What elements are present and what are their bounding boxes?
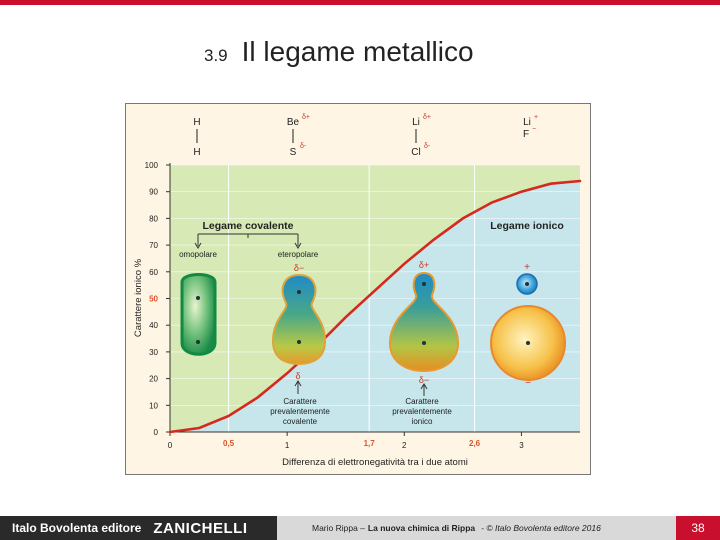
polar-label: eteropolare xyxy=(278,250,319,259)
mostly-covalent-line1: Carattere xyxy=(283,397,317,406)
mostly-covalent-line2: prevalentemente xyxy=(270,407,330,416)
molecule-formulas: H H Be δ+ S δ- Li δ+ Cl δ- Li + F − xyxy=(193,114,538,158)
mostly-covalent-line3: covalente xyxy=(283,417,318,426)
y-tick-label: 90 xyxy=(149,188,158,197)
ionicish-bottom-charge: δ− xyxy=(419,375,429,385)
x-axis-label: Differenza di elettronegatività tra i du… xyxy=(282,457,468,468)
y-tick-label: 40 xyxy=(149,321,158,330)
page-title: Il legame metallico xyxy=(241,36,474,67)
ionicish-top-charge: δ+ xyxy=(419,260,429,270)
footer-book: La nuova chimica di Rippa xyxy=(367,523,476,533)
covalent-bracket xyxy=(197,233,299,246)
footer-credit: Mario Rippa – La nuova chimica di Rippa … xyxy=(312,516,601,540)
axis-labels: Differenza di elettronegatività tra i du… xyxy=(133,258,468,468)
y-tick-label: 30 xyxy=(149,348,158,357)
mostly-ionic-line2: prevalentemente xyxy=(392,407,452,416)
y-tick-label: 80 xyxy=(149,214,158,223)
molecule-s-bottom: S xyxy=(290,147,297,158)
section-number: 3.9 xyxy=(204,46,228,65)
x-tick-label: 1 xyxy=(285,441,290,450)
ionic-top-charge: + xyxy=(524,262,530,273)
molecule-cl-bottom: Cl xyxy=(411,147,420,158)
x-tick-label: 0 xyxy=(168,441,173,450)
molecule-be-charge: δ+ xyxy=(302,114,310,121)
x-tick-highlight: 1,7 xyxy=(364,439,376,448)
footer-copyright: - © Italo Bovolenta editore 2016 xyxy=(481,523,601,533)
covalent-bond-label: Legame covalente xyxy=(202,220,293,232)
y-tick-label: 50 xyxy=(149,295,158,304)
molecule-s-charge: δ- xyxy=(300,143,307,150)
ionic-blob xyxy=(490,273,566,381)
footer-author: Mario Rippa – xyxy=(312,523,365,533)
molecule-be-top: Be xyxy=(287,117,300,128)
polar-bottom-charge: δ xyxy=(295,371,300,381)
molecule-cl-charge: δ- xyxy=(424,143,431,150)
molecule-h-top: H xyxy=(193,117,200,128)
ionic-bottom-charge: − xyxy=(525,378,531,389)
mostly-ionic-line3: ionico xyxy=(412,417,433,426)
ionic-region xyxy=(170,181,580,432)
y-tick-label: 20 xyxy=(149,375,158,384)
y-tick-label: 60 xyxy=(149,268,158,277)
y-tick-label: 100 xyxy=(145,161,159,170)
y-tick-label: 70 xyxy=(149,241,158,250)
y-tick-label: 0 xyxy=(154,428,159,437)
ionic-bond-label: Legame ionico xyxy=(490,220,564,232)
ionic-character-curve xyxy=(168,179,582,434)
footer-bar: Italo Bovolenta editore ZANICHELLI Mario… xyxy=(0,516,720,540)
page-number: 38 xyxy=(676,516,720,540)
molecule-h-bottom: H xyxy=(193,147,200,158)
molecule-lif-charge: + xyxy=(534,114,538,121)
ionic-character-blob xyxy=(388,271,460,373)
nonpolar-label: omopolare xyxy=(179,250,217,259)
y-axis-label: Carattere ionico % xyxy=(133,258,144,337)
publisher-logo: ZANICHELLI xyxy=(153,519,248,537)
x-tick-label: 3 xyxy=(519,441,524,450)
publisher-brand: Italo Bovolenta editore ZANICHELLI xyxy=(0,516,277,540)
molecule-licl-top: Li xyxy=(412,117,420,128)
brand-name: Italo Bovolenta editore xyxy=(12,521,142,535)
eteropolare-blob xyxy=(271,273,327,366)
mostly-ionic-line1: Carattere xyxy=(405,397,439,406)
polar-top-charge: δ− xyxy=(294,263,304,273)
molecule-f-bottom: F xyxy=(523,129,529,140)
annotations: Legame covalente Legame ionico omopolare… xyxy=(179,220,564,426)
x-tick-label: 2 xyxy=(402,441,407,450)
slide-title: 3.9 Il legame metallico xyxy=(204,36,474,76)
molecule-licl-charge: δ+ xyxy=(423,114,431,121)
molecule-f-charge: − xyxy=(532,126,536,133)
top-accent-bar xyxy=(0,0,720,5)
covalent-bracket-arrows xyxy=(194,242,302,249)
y-tick-label: 10 xyxy=(149,401,158,410)
omopolare-blob xyxy=(180,273,217,356)
molecule-lif-top: Li xyxy=(523,117,531,128)
mostly-covalent-arrow xyxy=(294,380,302,394)
x-tick-highlight: 0,5 xyxy=(223,439,235,448)
mostly-ionic-arrow xyxy=(420,383,428,396)
x-tick-highlight: 2,6 xyxy=(469,439,481,448)
